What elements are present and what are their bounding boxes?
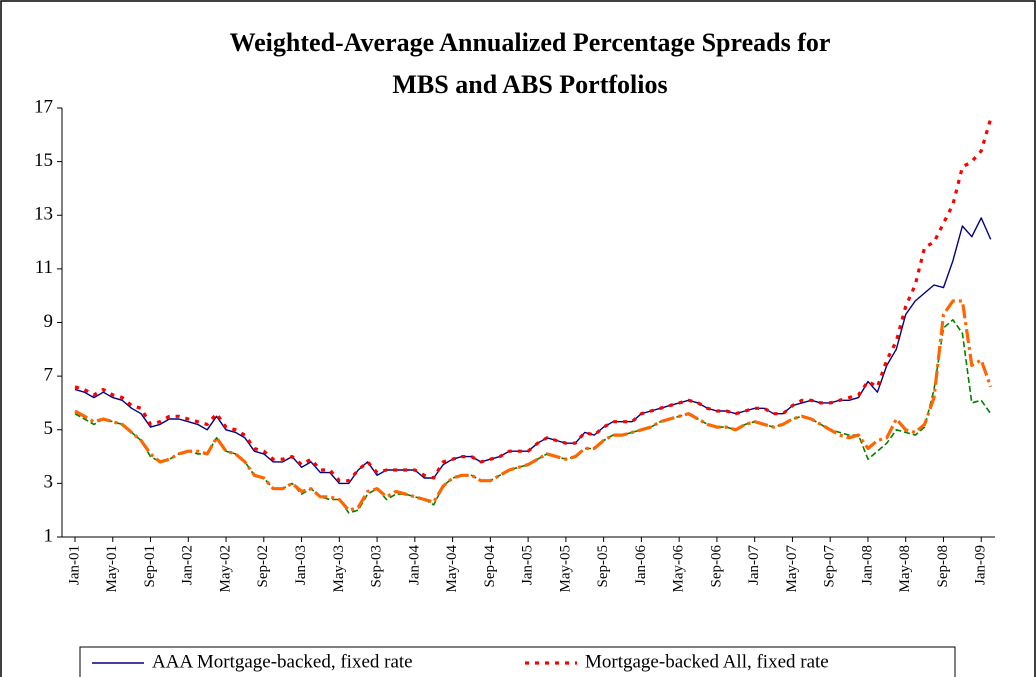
- x-tick-label: Jan-08: [859, 545, 875, 585]
- x-tick-label: Sep-04: [482, 545, 498, 588]
- x-tick-label: Sep-06: [708, 545, 724, 588]
- x-tick-label: Jan-06: [633, 545, 649, 585]
- legend-box: [79, 646, 956, 677]
- y-tick-label: 1: [44, 525, 54, 546]
- x-tick-label: Jan-09: [973, 545, 989, 585]
- y-tick-label: 15: [34, 150, 53, 171]
- line-series: [74, 217, 992, 485]
- y-tick-label: 9: [44, 311, 54, 332]
- legend-label: Mortgage-backed All, fixed rate: [585, 651, 829, 672]
- y-tick-label: 13: [34, 204, 53, 225]
- chart-title: MBS and ABS Portfolios: [392, 70, 667, 99]
- y-tick-label: 3: [44, 472, 54, 493]
- x-tick-label: Sep-01: [142, 545, 158, 588]
- chart-title: Weighted-Average Annualized Percentage S…: [230, 28, 831, 57]
- x-tick-label: May-06: [671, 545, 687, 593]
- y-tick-label: 5: [44, 418, 54, 439]
- legend-label: AAA Mortgage-backed, fixed rate: [152, 651, 413, 672]
- x-tick-label: Jan-02: [180, 545, 196, 585]
- x-tick-label: Sep-02: [255, 545, 271, 588]
- y-tick-label: 7: [44, 364, 54, 385]
- x-tick-label: Jan-03: [293, 545, 309, 585]
- x-tick-label: Jan-04: [406, 545, 422, 585]
- x-tick-label: Jan-01: [66, 545, 82, 585]
- x-tick-label: Jan-05: [520, 545, 536, 585]
- x-tick-label: May-05: [557, 545, 573, 593]
- line-series: [74, 299, 993, 512]
- y-tick-label: 17: [34, 96, 53, 117]
- x-tick-label: May-03: [331, 545, 347, 593]
- x-tick-label: Sep-07: [822, 545, 838, 588]
- x-tick-label: May-02: [217, 545, 233, 593]
- x-tick-label: Sep-05: [595, 545, 611, 588]
- x-tick-label: Sep-03: [369, 545, 385, 588]
- y-tick-label: 11: [35, 257, 53, 278]
- x-tick-label: May-08: [897, 545, 913, 593]
- x-tick-label: May-04: [444, 545, 460, 593]
- x-tick-label: May-01: [104, 545, 120, 593]
- x-tick-label: Jan-07: [746, 545, 762, 585]
- x-tick-label: Sep-08: [935, 545, 951, 588]
- x-tick-label: May-07: [784, 545, 800, 593]
